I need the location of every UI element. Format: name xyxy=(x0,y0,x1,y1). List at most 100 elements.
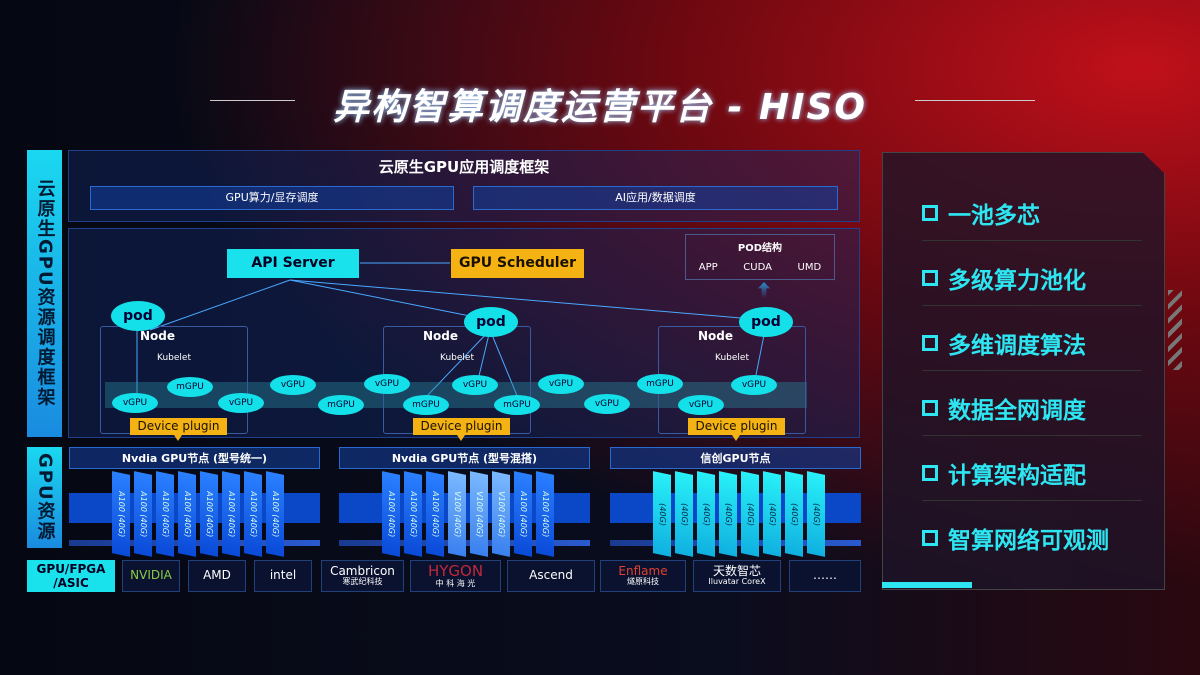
title-deco-right xyxy=(915,100,1035,101)
arrow-down-icon xyxy=(457,435,465,441)
gpu-chip: A100 (40G) xyxy=(222,471,240,557)
vendor-name: NVIDIA xyxy=(130,568,172,583)
vendor-logo: intel xyxy=(254,560,312,592)
gpu-chip: A100 (40G) xyxy=(382,471,400,557)
pod-structure-box: POD结构 APP CUDA UMD xyxy=(685,234,835,280)
feature-item: 数据全网调度 xyxy=(922,391,1086,425)
vendor-name: AMD xyxy=(203,568,231,583)
checkbox-icon xyxy=(922,270,938,286)
gpu-chip: A100 (40G) xyxy=(200,471,218,557)
gpu-ellipse: vGPU xyxy=(112,393,158,413)
resources-label: GPU资源 xyxy=(27,447,62,548)
vendor-logo: Enflame 燧原科技 xyxy=(600,560,686,592)
feature-label: 多级算力池化 xyxy=(948,268,1086,294)
vendor-logo: HYGON 中 科 海 光 xyxy=(410,560,501,592)
gpu-chip: (40G) xyxy=(719,471,737,557)
arrow-down-icon xyxy=(732,435,740,441)
kubelet-label: Kubelet xyxy=(157,353,191,363)
gpu-ellipse: mGPU xyxy=(637,374,683,394)
feature-label: 智算网络可观测 xyxy=(948,528,1109,554)
pod-item: APP xyxy=(698,262,718,273)
vendor-subtitle: Iluvatar CoreX xyxy=(708,577,766,587)
vendor-logo: …… xyxy=(789,560,861,592)
device-plugin-box: Device plugin xyxy=(130,418,227,435)
vendor-name: Ascend xyxy=(529,568,573,583)
feature-label: 一池多芯 xyxy=(948,203,1040,229)
gpu-ellipse: mGPU xyxy=(403,395,449,415)
node-label: Node xyxy=(423,329,459,343)
gpu-chip: (40G) xyxy=(763,471,781,557)
feature-label: 数据全网调度 xyxy=(948,398,1086,424)
gpu-ellipse: mGPU xyxy=(494,395,540,415)
gpu-ellipse: vGPU xyxy=(364,374,410,394)
vendor-name: intel xyxy=(269,568,297,583)
gpu-chip: (40G) xyxy=(697,471,715,557)
device-plugin-box: Device plugin xyxy=(688,418,785,435)
feature-divider xyxy=(922,370,1142,371)
gpu-chip: A100 (40G) xyxy=(426,471,444,557)
checkbox-icon xyxy=(922,335,938,351)
gpu-chip: A100 (40G) xyxy=(404,471,422,557)
vendor-logo: NVIDIA xyxy=(122,560,180,592)
pod-structure-title: POD结构 xyxy=(737,243,783,254)
vendor-logo: Ascend xyxy=(507,560,595,592)
feature-item: 一池多芯 xyxy=(922,196,1040,230)
panel-accent xyxy=(882,582,972,588)
gpu-chip: A100 (40G) xyxy=(536,471,554,557)
feature-item: 智算网络可观测 xyxy=(922,521,1109,555)
vendor-name: HYGON xyxy=(427,562,484,581)
gpu-chip: A100 (40G) xyxy=(514,471,532,557)
gpu-chip: A100 (40G) xyxy=(112,471,130,557)
feature-divider xyxy=(922,435,1142,436)
feature-divider xyxy=(922,240,1142,241)
gpu-chip: A100 (40G) xyxy=(244,471,262,557)
page-title: 异构智算调度运营平台 - HISO xyxy=(332,87,868,128)
gpu-ellipse: vGPU xyxy=(270,375,316,395)
pod-ellipse: pod xyxy=(464,307,518,337)
gpu-node-title: 信创GPU节点 xyxy=(610,447,861,469)
pod-item: UMD xyxy=(797,262,822,273)
vendor-name: …… xyxy=(813,568,837,583)
gpu-node-title: Nvdia GPU节点 (型号混搭) xyxy=(339,447,590,469)
gpu-chip: (40G) xyxy=(741,471,759,557)
gpu-ellipse: vGPU xyxy=(218,393,264,413)
gpu-ellipse: mGPU xyxy=(318,395,364,415)
gpu-compute-bar: GPU算力/显存调度 xyxy=(90,186,454,210)
gpu-chip: A100 (40G) xyxy=(178,471,196,557)
ai-data-bar: AI应用/数据调度 xyxy=(473,186,838,210)
node-label: Node xyxy=(140,329,176,343)
vendor-name: 天数智芯 xyxy=(712,564,761,578)
checkbox-icon xyxy=(922,465,938,481)
device-plugin-box: Device plugin xyxy=(413,418,510,435)
feature-item: 计算架构适配 xyxy=(922,456,1086,490)
framework-heading: 云原生GPU应用调度框架 xyxy=(378,158,550,176)
gpu-ellipse: vGPU xyxy=(678,395,724,415)
gpu-chip: A100 (40G) xyxy=(134,471,152,557)
feature-item: 多维调度算法 xyxy=(922,326,1086,360)
framework-label: 云原生GPU资源调度框架 xyxy=(27,150,62,437)
gpu-chip: V100 (40G) xyxy=(470,471,488,557)
feature-divider xyxy=(922,500,1142,501)
vendor-logo: 天数智芯 Iluvatar CoreX xyxy=(693,560,781,592)
feature-divider xyxy=(922,305,1142,306)
vendor-subtitle: 中 科 海 光 xyxy=(435,578,476,588)
gpu-chip: (40G) xyxy=(807,471,825,557)
pod-ellipse: pod xyxy=(111,301,165,331)
gpu-chip: (40G) xyxy=(675,471,693,557)
feature-label: 多维调度算法 xyxy=(948,333,1086,359)
gpu-chip: V100 (40G) xyxy=(448,471,466,557)
panel-stripes xyxy=(1168,290,1182,370)
gpu-chip: A100 (40G) xyxy=(156,471,174,557)
pod-ellipse: pod xyxy=(739,307,793,337)
gpu-chip: A100 (40G) xyxy=(266,471,284,557)
features-panel xyxy=(882,152,1165,590)
gpu-chip: V100 (40G) xyxy=(492,471,510,557)
checkbox-icon xyxy=(922,400,938,416)
vendor-logo: AMD xyxy=(188,560,246,592)
feature-label: 计算架构适配 xyxy=(948,463,1086,489)
vendor-subtitle: 燧原科技 xyxy=(627,577,659,587)
gpu-ellipse: vGPU xyxy=(731,375,777,395)
title-deco-left xyxy=(210,100,295,101)
hardware-label: GPU/FPGA /ASIC xyxy=(27,560,115,592)
